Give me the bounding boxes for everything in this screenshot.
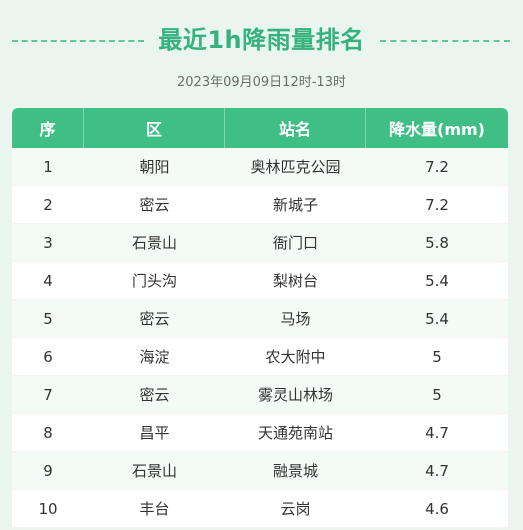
station-cell: 云岗 — [280, 500, 311, 518]
table-row: 1 朝阳 奥林匹克公园 7.2 — [12, 148, 508, 186]
column-header-district: 区 — [84, 108, 225, 148]
page-title: 最近1h降雨量排名 — [158, 26, 365, 54]
table-row: 8 昌平 天通苑南站 4.7 — [12, 414, 508, 452]
table-row: 10 丰台 云岗 4.6 — [12, 490, 508, 528]
station-cell: 新城子 — [272, 196, 318, 214]
rank-cell: 5 — [43, 309, 53, 328]
title-row: 最近1h降雨量排名 — [0, 22, 523, 58]
station-cell: 天通苑南站 — [257, 424, 333, 442]
rainfall-cell: 4.7 — [425, 423, 449, 442]
rainfall-cell: 5.8 — [425, 233, 449, 252]
station-cell: 农大附中 — [265, 348, 326, 366]
rainfall-cell: 5 — [432, 385, 442, 404]
rank-cell: 10 — [38, 499, 58, 518]
rank-cell: 7 — [43, 385, 53, 404]
rainfall-cell: 4.6 — [425, 499, 449, 518]
title-divider-left — [12, 40, 144, 42]
column-header-rainfall: 降水量(mm) — [389, 120, 485, 139]
table-row: 5 密云 马场 5.4 — [12, 300, 508, 338]
rainfall-cell: 5.4 — [425, 271, 449, 290]
district-cell: 石景山 — [131, 462, 177, 480]
district-cell: 密云 — [139, 196, 170, 214]
station-cell: 梨树台 — [272, 272, 318, 290]
table-row: 2 密云 新城子 7.2 — [12, 186, 508, 224]
table-header-row: 序 区 站名 降水量(mm) — [12, 108, 508, 148]
station-cell: 雾灵山林场 — [257, 386, 333, 404]
table-body: 1 朝阳 奥林匹克公园 7.2 2 密云 新城子 7.2 3 石景山 衙门口 5… — [12, 148, 508, 528]
rank-cell: 6 — [43, 347, 53, 366]
table-row: 3 石景山 衙门口 5.8 — [12, 224, 508, 262]
rank-cell: 8 — [43, 423, 53, 442]
district-cell: 密云 — [139, 386, 170, 404]
district-cell: 密云 — [139, 310, 170, 328]
rainfall-cell: 7.2 — [425, 195, 449, 214]
station-cell: 衙门口 — [272, 234, 318, 252]
district-cell: 门头沟 — [131, 272, 177, 290]
rainfall-cell: 5.4 — [425, 309, 449, 328]
table-row: 6 海淀 农大附中 5 — [12, 338, 508, 376]
district-cell: 朝阳 — [139, 158, 170, 176]
rank-cell: 9 — [43, 461, 53, 480]
table-row: 7 密云 雾灵山林场 5 — [12, 376, 508, 414]
rank-cell: 1 — [43, 157, 53, 176]
rank-cell: 3 — [43, 233, 53, 252]
table-row: 4 门头沟 梨树台 5.4 — [12, 262, 508, 300]
station-cell: 马场 — [280, 310, 311, 328]
title-divider-right — [380, 40, 510, 42]
table-row: 9 石景山 融景城 4.7 — [12, 452, 508, 490]
rainfall-cell: 7.2 — [425, 157, 449, 176]
district-cell: 石景山 — [131, 234, 177, 252]
rainfall-cell: 5 — [432, 347, 442, 366]
district-cell: 海淀 — [139, 348, 170, 366]
station-cell: 奥林匹克公园 — [250, 158, 341, 176]
time-range-subtitle: 2023年09月09日12时-13时 — [177, 75, 346, 90]
column-header-station: 站名 — [225, 108, 366, 148]
district-cell: 昌平 — [139, 424, 170, 442]
column-header-rank: 序 — [12, 108, 84, 148]
rainfall-cell: 4.7 — [425, 461, 449, 480]
rank-cell: 2 — [43, 195, 53, 214]
rainfall-ranking-table: 序 区 站名 降水量(mm) 1 朝阳 奥林匹克公园 7.2 2 密云 新城子 … — [12, 108, 508, 528]
station-cell: 融景城 — [272, 462, 318, 480]
district-cell: 丰台 — [139, 500, 170, 518]
rank-cell: 4 — [43, 271, 53, 290]
